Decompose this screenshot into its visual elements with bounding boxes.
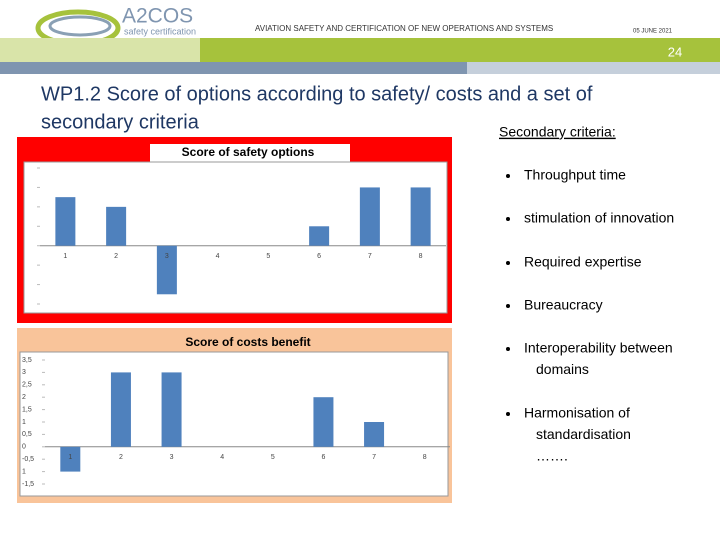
sub-bar-right [467, 62, 720, 74]
x-tick-label: 1 [63, 253, 67, 260]
secondary-heading: Secondary criteria: [499, 124, 616, 140]
bullet-text: ……. [536, 448, 568, 464]
y-tick-label: -1 [26, 262, 32, 269]
x-tick-label: 4 [220, 454, 224, 461]
y-tick-label: -0,5 [22, 456, 34, 463]
title-box [150, 144, 350, 162]
chart-title: Score of safety options [182, 145, 315, 159]
bar [359, 187, 380, 246]
y-tick-label: 2 [22, 394, 26, 401]
bullet-text: domains [536, 361, 589, 377]
bar [156, 245, 177, 295]
x-tick-label: 2 [119, 454, 123, 461]
y-tick-label: 1 [26, 223, 30, 230]
logo-subtitle: safety certification [124, 26, 196, 36]
y-tick-label: 4 [26, 165, 30, 172]
y-tick-label: 0 [22, 444, 26, 451]
y-tick-label: 3 [26, 184, 30, 191]
bullet-text: Interoperability between [524, 340, 673, 356]
y-tick-label: -2 [26, 281, 32, 288]
bar [364, 422, 385, 447]
bullet-dot [506, 217, 510, 221]
bar [60, 446, 81, 472]
x-tick-label: 7 [368, 253, 372, 260]
project-name: AVIATION SAFETY AND CERTIFICATION OF NEW… [255, 24, 553, 33]
y-tick-label: 2,5 [22, 382, 32, 389]
bar [410, 187, 431, 246]
title-box [150, 334, 350, 352]
date: 05 JUNE 2021 [633, 29, 673, 35]
logo-text: A2COS [122, 5, 193, 28]
plot-area [23, 161, 448, 314]
x-tick-label: 6 [321, 454, 325, 461]
y-tick-label: 1 [22, 468, 26, 475]
header-bar-left [0, 38, 200, 62]
bullet-dot [506, 412, 510, 416]
x-tick-label: 8 [419, 253, 423, 260]
logo-swoosh [48, 15, 112, 37]
bullet-dot [506, 347, 510, 351]
x-tick-label: 3 [165, 253, 169, 260]
x-tick-label: 2 [114, 253, 118, 260]
y-tick-label: 0 [26, 243, 30, 250]
x-tick-label: 1 [68, 454, 72, 461]
x-tick-label: 6 [317, 253, 321, 260]
bar [106, 206, 127, 246]
x-tick-label: 8 [423, 454, 427, 461]
bullet-text: stimulation of innovation [524, 210, 674, 226]
y-tick-label: 3 [22, 369, 26, 376]
y-tick-label: 1 [22, 419, 26, 426]
x-tick-label: 5 [266, 253, 270, 260]
bar [110, 372, 131, 447]
bullet-text: Harmonisation of [524, 405, 630, 421]
y-tick-label: 2 [26, 204, 30, 211]
bar [309, 226, 330, 246]
x-tick-label: 3 [170, 454, 174, 461]
x-tick-label: 7 [372, 454, 376, 461]
x-tick-label: 5 [271, 454, 275, 461]
y-tick-label: 0,5 [22, 431, 32, 438]
bar [161, 372, 182, 447]
bullet-text: standardisation [536, 426, 631, 442]
bar [55, 197, 76, 246]
bullet-text: Required expertise [524, 254, 642, 270]
x-tick-label: 4 [216, 253, 220, 260]
y-tick-label: 3,5 [22, 357, 32, 364]
title-line: secondary criteria [41, 111, 200, 133]
y-tick-label: 1,5 [22, 406, 32, 413]
bullet-dot [506, 304, 510, 308]
bullet-text: Throughput time [524, 167, 626, 183]
bullet-text: Bureaucracy [524, 297, 603, 313]
bullet-dot [506, 261, 510, 265]
y-tick-label: -1,5 [22, 481, 34, 488]
sub-bar [0, 62, 467, 74]
bar [313, 397, 334, 447]
chart-title: Score of costs benefit [185, 335, 310, 349]
title-line: WP1.2 Score of options according to safe… [41, 83, 593, 105]
bullet-dot [506, 174, 510, 178]
page-number: 24 [668, 44, 682, 59]
y-tick-label: -3 [26, 301, 32, 308]
